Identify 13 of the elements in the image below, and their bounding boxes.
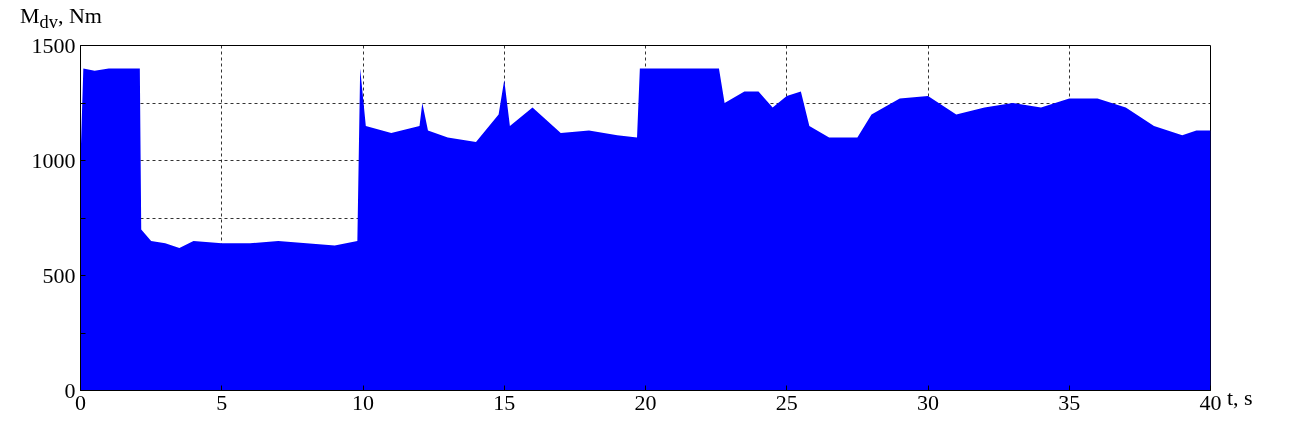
y-tick-label: 1500 xyxy=(31,32,76,58)
x-tick-label: 15 xyxy=(493,389,516,415)
x-tick-label: 40 xyxy=(1199,389,1222,415)
x-tick-label: 20 xyxy=(634,389,657,415)
x-tick-label: 25 xyxy=(775,389,798,415)
x-tick-label: 35 xyxy=(1058,389,1081,415)
x-tick-label: 10 xyxy=(352,389,374,415)
y-tick-label: 1000 xyxy=(31,147,76,173)
y-tick-label: 500 xyxy=(42,262,76,288)
x-tick-label: 5 xyxy=(216,389,228,415)
x-tick-label: 30 xyxy=(917,389,939,415)
x-axis-title: t, s xyxy=(1227,384,1253,412)
y-axis-title: M$_{dv}$, Nm xyxy=(20,3,102,33)
